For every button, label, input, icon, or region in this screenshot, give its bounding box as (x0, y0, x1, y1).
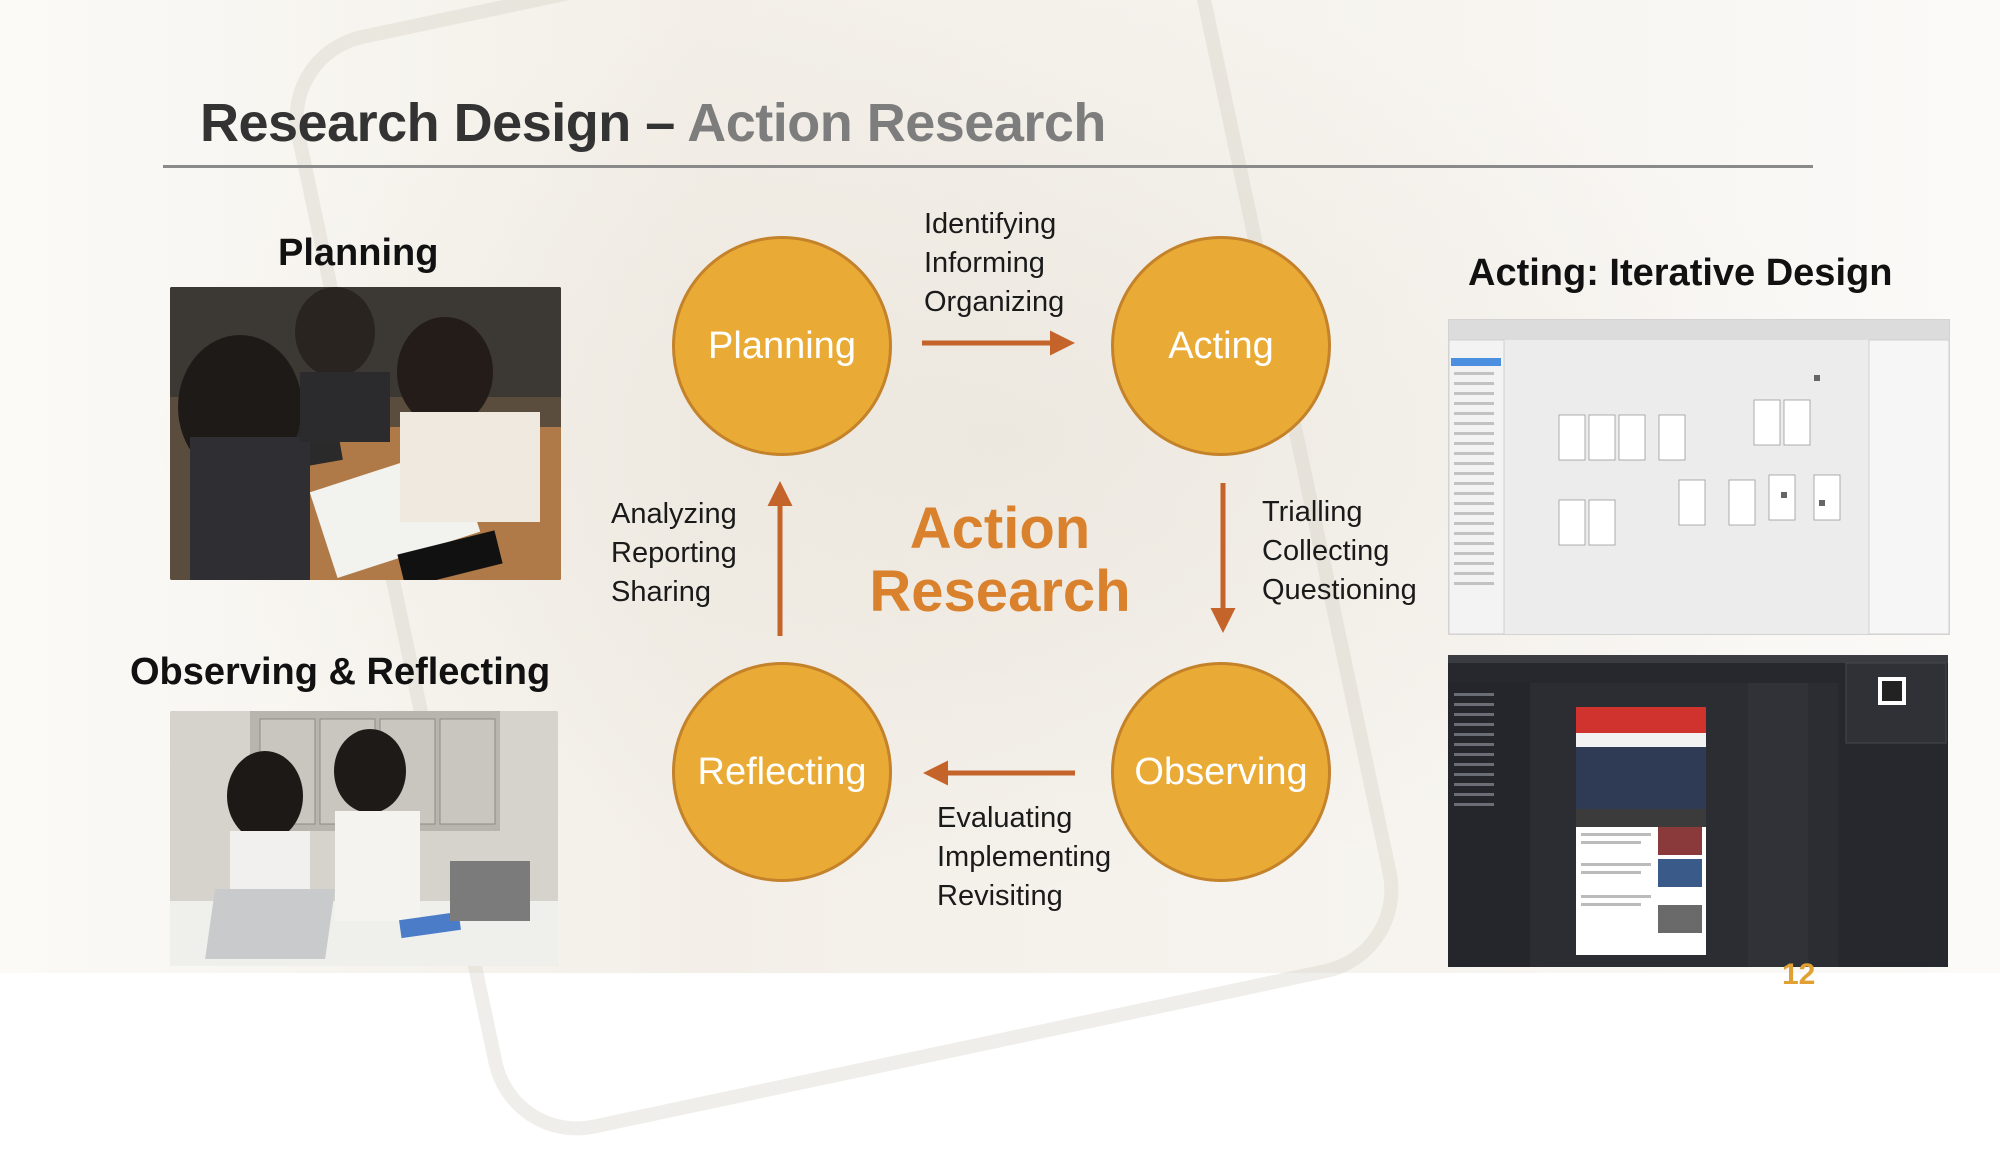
observing-photo-label: Observing & Reflecting (130, 651, 551, 693)
node-planning: Planning (672, 236, 892, 456)
acting-screenshots-label: Acting: Iterative Design (1468, 252, 1893, 294)
node-planning-label: Planning (708, 324, 856, 367)
step-item: Questioning (1262, 574, 1417, 606)
center-title-line1: Action (909, 496, 1091, 561)
node-acting-label: Acting (1168, 324, 1274, 367)
step-item: Evaluating (937, 802, 1073, 834)
step-item: Collecting (1262, 535, 1390, 567)
cycle-center-title: Action Research (860, 497, 1140, 623)
planning-photo-label: Planning (278, 232, 439, 274)
node-acting: Acting (1111, 236, 1331, 456)
node-observing: Observing (1111, 662, 1331, 882)
step-item: Trialling (1262, 496, 1363, 528)
prototype-tool-screenshot (1448, 655, 1948, 967)
step-item: Informing (924, 247, 1045, 279)
title-main: Research Design – (200, 93, 688, 153)
planning-photo (170, 287, 561, 580)
title-divider (163, 165, 1813, 168)
step-item: Revisiting (937, 880, 1063, 912)
step-item: Sharing (611, 576, 711, 608)
center-title-line2: Research (869, 559, 1131, 624)
slide-number: 12 (1782, 958, 1816, 991)
steps-acting-to-observing: Trialling Collecting Questioning (1262, 493, 1417, 610)
step-item: Organizing (924, 286, 1065, 318)
node-observing-label: Observing (1134, 750, 1308, 793)
observing-photo (170, 711, 558, 966)
step-item: Analyzing (611, 498, 737, 530)
steps-planning-to-acting: Identifying Informing Organizing (924, 205, 1064, 322)
step-item: Implementing (937, 841, 1112, 873)
steps-reflecting-to-planning: Analyzing Reporting Sharing (611, 495, 737, 612)
title-sub: Action Research (687, 93, 1106, 153)
step-item: Identifying (924, 208, 1057, 240)
slide-title: Research Design – Action Research (200, 92, 1106, 154)
node-reflecting: Reflecting (672, 662, 892, 882)
step-item: Reporting (611, 537, 737, 569)
steps-observing-to-reflecting: Evaluating Implementing Revisiting (937, 799, 1111, 916)
design-tool-screenshot (1448, 319, 1950, 635)
cycle-arrows (767, 330, 1236, 786)
node-reflecting-label: Reflecting (697, 750, 867, 793)
